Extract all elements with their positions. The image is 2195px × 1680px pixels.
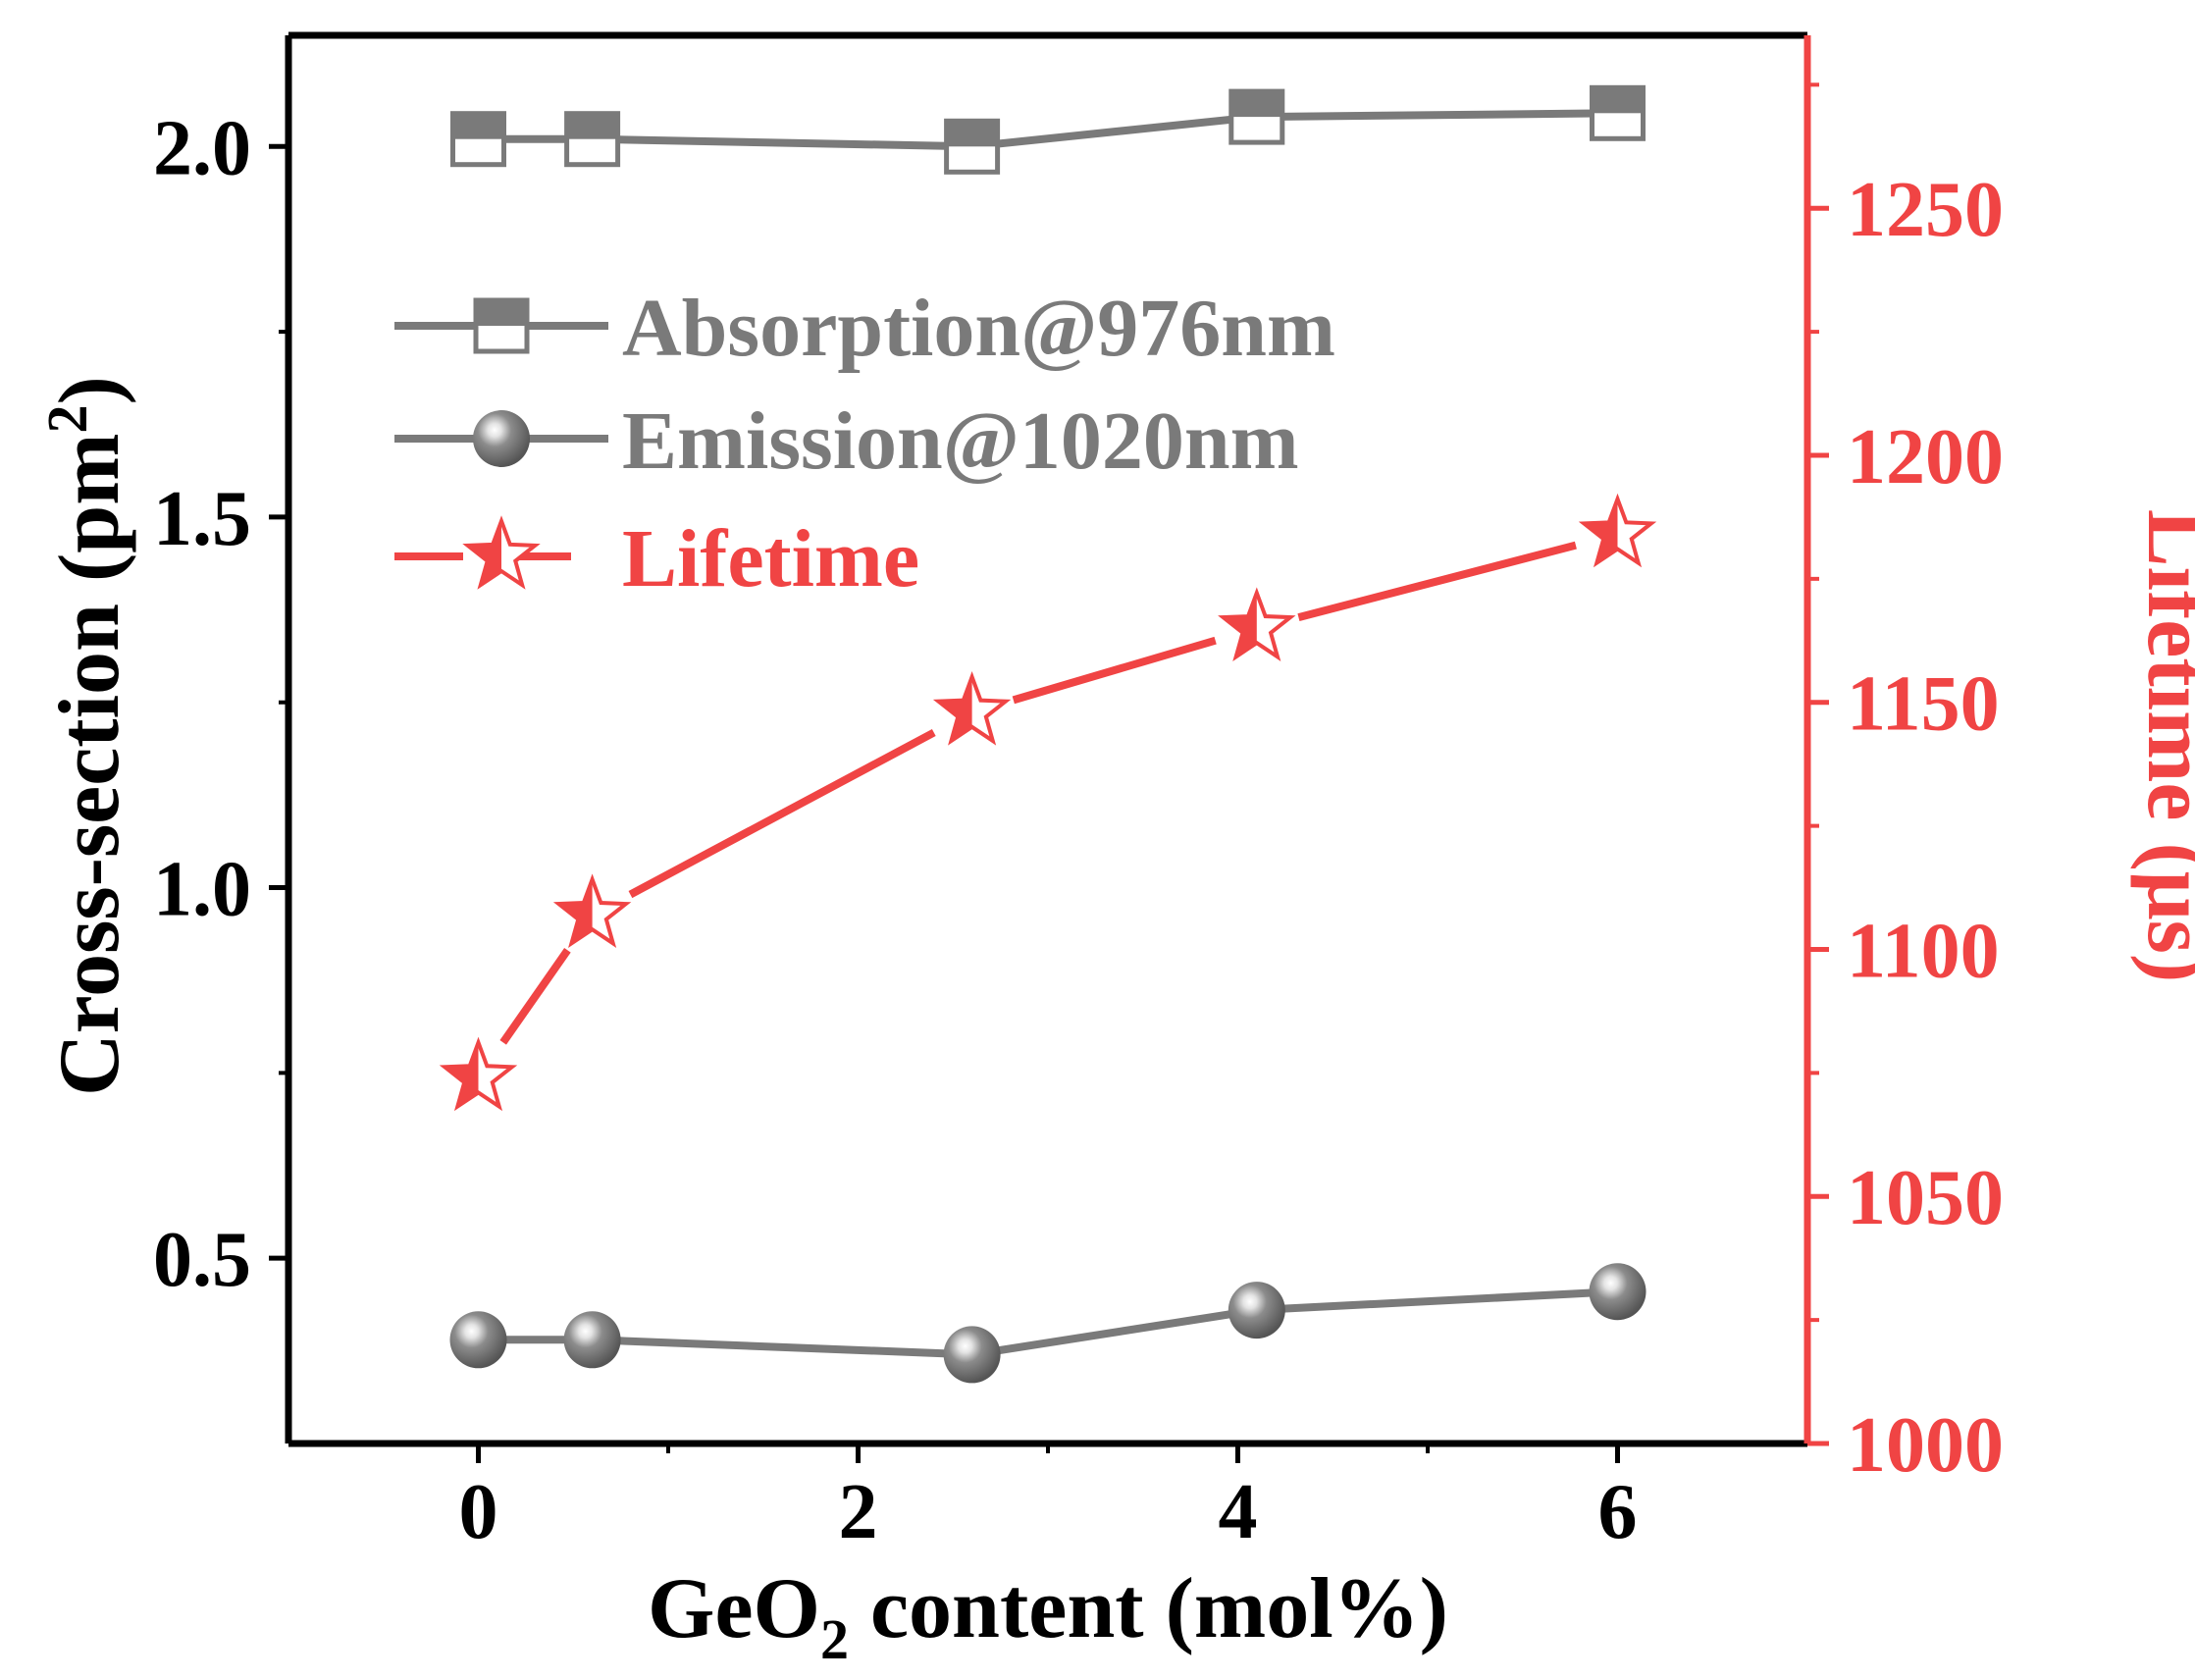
x-tick-label: 6: [1598, 1469, 1638, 1555]
y-right-ticks: 1000 1050 1100 1150 1200 1250: [1807, 82, 2004, 1489]
data-point: [450, 111, 506, 168]
series-line-segment: [592, 1336, 972, 1359]
y-left-tick-label: 1.0: [153, 847, 251, 933]
data-point: [563, 1311, 621, 1369]
series-line-segment: [499, 948, 571, 1045]
series-line-segment: [1256, 1287, 1618, 1315]
series-absorption: [450, 84, 1646, 175]
y-right-tick-label: 1200: [1847, 414, 2004, 500]
series-line-segment: [1012, 636, 1217, 705]
legend-marker-star-icon: [462, 515, 541, 590]
legend-entry-emission: Emission@1020nm: [394, 395, 1299, 487]
series-lifetime: [439, 493, 1657, 1112]
y-right-tick-label: 1150: [1847, 661, 2000, 748]
data-point: [1228, 88, 1285, 145]
y-left-tick-label: 0.5: [153, 1217, 251, 1303]
legend-label-emission: Emission@1020nm: [622, 395, 1299, 487]
legend-entry-lifetime: Lifetime: [394, 513, 919, 604]
legend-label-lifetime: Lifetime: [622, 513, 919, 604]
y-left-ticks: 0.5 1.0 1.5 2.0: [153, 105, 288, 1303]
series-emission: [449, 1263, 1646, 1384]
y-right-tick-label: 1000: [1847, 1402, 2004, 1489]
y-left-tick-label: 1.5: [153, 476, 251, 562]
data-point: [1218, 587, 1296, 661]
y-right-tick-label: 1100: [1847, 908, 2000, 994]
data-point: [1590, 84, 1646, 141]
x-axis-label: GeO2 content (mol%): [648, 1561, 1448, 1671]
data-point: [944, 118, 1001, 175]
y-left-axis-label: Cross-section (pm2): [35, 376, 137, 1096]
series-line-segment: [971, 113, 1258, 151]
data-point: [552, 873, 632, 948]
legend-label-absorption: Absorption@976nm: [622, 283, 1335, 374]
series-line-segment: [970, 1306, 1258, 1359]
data-point: [1589, 1263, 1646, 1321]
series-line-segment: [592, 134, 972, 151]
x-tick-label: 0: [459, 1469, 498, 1555]
y-right-axis-label: Lifetime (μs): [2129, 509, 2195, 982]
data-point: [564, 111, 621, 168]
x-ticks: 0 2 4 6: [459, 1444, 1638, 1555]
y-right-tick-label: 1250: [1847, 167, 2004, 253]
axes: [285, 31, 1811, 1447]
data-point: [449, 1311, 507, 1369]
legend: Absorption@976nm Emission@1020nm Lifetim…: [394, 283, 1335, 604]
legend-marker-sphere-icon: [473, 410, 530, 467]
data-point: [932, 671, 1012, 746]
legend-entry-absorption: Absorption@976nm: [394, 283, 1335, 374]
series-line-segment: [1256, 109, 1618, 122]
series-line-segment: [628, 728, 936, 899]
data-point: [1578, 493, 1657, 568]
y-left-tick-label: 2.0: [153, 105, 251, 191]
x-tick-label: 4: [1219, 1469, 1258, 1555]
data-point: [943, 1326, 1001, 1384]
data-point: [439, 1036, 518, 1112]
series-layer: [439, 84, 1657, 1384]
series-line-segment: [1297, 541, 1577, 622]
y-right-tick-label: 1050: [1847, 1155, 2004, 1241]
legend-marker-square-icon: [473, 297, 530, 354]
x-tick-label: 2: [839, 1469, 878, 1555]
data-point: [1228, 1282, 1285, 1339]
